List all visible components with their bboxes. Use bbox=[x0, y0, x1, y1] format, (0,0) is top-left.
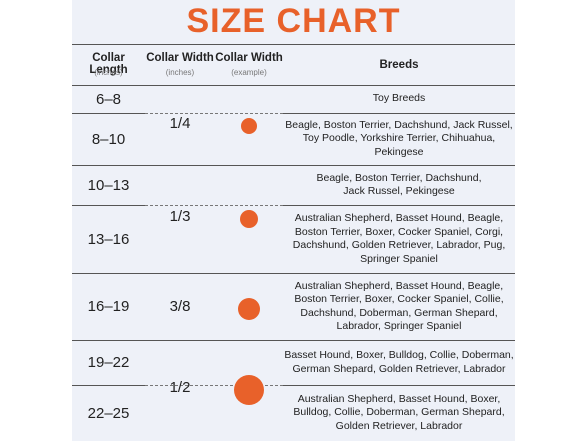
rule bbox=[72, 385, 145, 386]
breed-line: Golden Retriever, Labrador bbox=[335, 419, 463, 432]
breed-line: Dachshund, Doberman, German Shepard, bbox=[300, 306, 498, 319]
breed-line: Jack Russel, Pekingese bbox=[343, 185, 455, 197]
header-label: Collar Length bbox=[89, 52, 128, 76]
breeds: Basset Hound, Boxer, Bulldog, Collie, Do… bbox=[283, 340, 515, 385]
width-example bbox=[234, 375, 264, 405]
breed-line: Basset Hound, Boxer, Bulldog, Collie, Do… bbox=[284, 349, 514, 361]
breed-line: Beagle, Boston Terrier, Dachshund, Jack … bbox=[285, 118, 513, 131]
rule bbox=[72, 85, 515, 86]
collar-length: 8–10 bbox=[91, 130, 126, 148]
rule bbox=[72, 165, 515, 166]
header-label: Collar Width bbox=[215, 52, 283, 64]
collar-length: 10–13 bbox=[87, 176, 130, 194]
breeds: Beagle, Boston Terrier, Dachshund, Jack R… bbox=[283, 165, 515, 205]
rule bbox=[72, 44, 515, 45]
breed-line: Labrador, Springer Spaniel bbox=[336, 320, 462, 332]
rule bbox=[72, 205, 145, 206]
width-example bbox=[240, 210, 258, 228]
header-unit: (inches) bbox=[165, 68, 195, 77]
collar-length: 19–22 bbox=[87, 354, 130, 371]
collar-width: 1/3 bbox=[169, 208, 191, 225]
collar-length: 16–19 bbox=[87, 298, 130, 315]
breed-line: Australian Shepherd, Basset Hound, Beagl… bbox=[294, 212, 504, 224]
breeds: Australian Shepherd, Basset Hound, Beagl… bbox=[283, 205, 515, 273]
breed-line: Australian Shepherd, Basset Hound, Beagl… bbox=[294, 279, 504, 292]
breeds: Toy Breeds bbox=[283, 85, 515, 113]
rule bbox=[145, 113, 283, 114]
header-label: Collar Width bbox=[146, 52, 214, 64]
collar-length: 13–16 bbox=[87, 230, 130, 248]
breed-line: German Shepard, Golden Retriever, Labrad… bbox=[292, 362, 506, 375]
breed-line: Toy Breeds bbox=[372, 92, 426, 105]
rule bbox=[145, 385, 283, 386]
header-unit: (inches) bbox=[94, 68, 123, 77]
collar-width: 1/4 bbox=[169, 115, 191, 132]
breed-line: Springer Spaniel bbox=[360, 252, 438, 265]
breeds: Australian Shepherd, Basset Hound, Beagl… bbox=[283, 273, 515, 340]
header-label: Breeds bbox=[379, 59, 419, 71]
breed-line: Bulldog, Collie, Doberman, German Shepar… bbox=[293, 406, 505, 419]
breed-line: Boston Terrier, Boxer, Cocker Spaniel, C… bbox=[294, 293, 504, 305]
width-example bbox=[238, 298, 260, 320]
collar-length: 22–25 bbox=[87, 404, 130, 422]
rule bbox=[72, 113, 145, 114]
breed-line: Australian Shepherd, Basset Hound, Boxer… bbox=[297, 392, 501, 405]
breed-line: Pekingese bbox=[374, 145, 424, 158]
breed-line: Boston Terrier, Boxer, Cocker Spaniel, C… bbox=[294, 225, 504, 238]
title: SIZE CHART bbox=[186, 2, 401, 40]
width-example bbox=[241, 118, 257, 134]
breeds: Beagle, Boston Terrier, Dachshund, Jack … bbox=[283, 113, 515, 165]
rule bbox=[283, 385, 515, 386]
breeds: Australian Shepherd, Basset Hound, Boxer… bbox=[283, 385, 515, 441]
rule bbox=[145, 205, 283, 206]
breed-line: Beagle, Boston Terrier, Dachshund, bbox=[316, 171, 482, 184]
rule bbox=[72, 273, 515, 274]
collar-width: 1/2 bbox=[169, 379, 191, 396]
panel bbox=[72, 0, 515, 441]
header-unit: (example) bbox=[231, 68, 267, 77]
rule bbox=[283, 113, 515, 114]
breed-line: Dachshund, Golden Retriever, Labrador, P… bbox=[292, 239, 506, 251]
breed-line: Toy Poodle, Yorkshire Terrier, Chihuahua… bbox=[302, 132, 496, 145]
rule bbox=[72, 340, 515, 341]
collar-length: 6–8 bbox=[95, 90, 122, 108]
collar-width: 3/8 bbox=[169, 298, 191, 315]
rule bbox=[283, 205, 515, 206]
